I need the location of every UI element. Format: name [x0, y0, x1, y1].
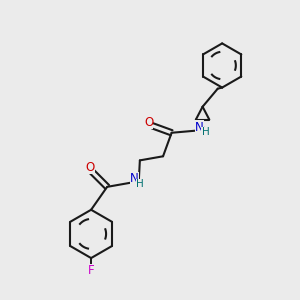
Text: H: H — [136, 179, 144, 189]
Text: N: N — [195, 121, 204, 134]
Text: O: O — [144, 116, 153, 129]
Text: N: N — [130, 172, 139, 185]
Text: O: O — [85, 161, 95, 174]
Text: F: F — [88, 264, 94, 277]
Text: H: H — [202, 127, 209, 137]
